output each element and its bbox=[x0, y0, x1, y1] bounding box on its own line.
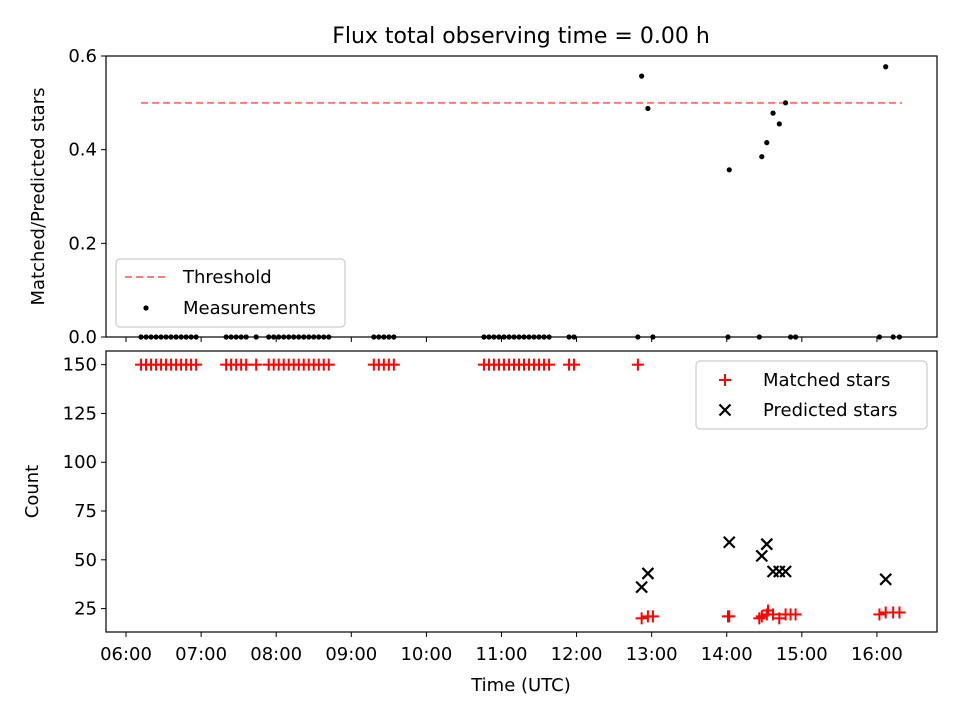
x-tick-label: 07:00 bbox=[175, 644, 227, 665]
matched-stars-point bbox=[568, 358, 581, 371]
matched-stars-legend-swatch bbox=[719, 374, 731, 386]
ratio-panel-ticks: 0.0 0.2 0.4 0.6 bbox=[68, 46, 878, 348]
matched-stars-point bbox=[773, 612, 786, 625]
count-panel-frame bbox=[105, 350, 938, 633]
matched-stars-legend-label: Matched stars bbox=[763, 370, 890, 391]
x-marker-b bbox=[779, 565, 792, 578]
ratio-panel-frame bbox=[105, 55, 938, 338]
measurement-point bbox=[776, 121, 782, 127]
ratio-y-tick-label: 0.2 bbox=[68, 233, 97, 254]
predicted-stars-legend-label: Predicted stars bbox=[763, 400, 897, 421]
matched-stars-point bbox=[753, 612, 766, 625]
ratio-y-tick-label: 0.6 bbox=[68, 46, 97, 67]
matched-stars-point bbox=[755, 610, 768, 623]
matched-stars-point bbox=[631, 358, 644, 371]
measurement-point bbox=[759, 154, 765, 160]
ratio-y-tick-label: 0.4 bbox=[68, 140, 97, 161]
predicted-stars-point bbox=[722, 535, 736, 549]
figure-title: Flux total observing time = 0.00 h bbox=[332, 24, 710, 49]
measurements-legend-label: Measurements bbox=[183, 298, 316, 319]
ratio-y-tick-label: 0.0 bbox=[68, 327, 97, 348]
count-legend: Matched stars Predicted stars bbox=[695, 360, 928, 430]
x-marker-b bbox=[641, 567, 655, 580]
matched-stars-point bbox=[723, 610, 736, 623]
predicted-stars-point bbox=[879, 573, 892, 586]
count-y-tick-label: 150 bbox=[63, 355, 97, 376]
x-axis-label: Time (UTC) bbox=[470, 675, 571, 696]
matched-stars-point bbox=[635, 612, 648, 625]
x-marker-b bbox=[722, 535, 736, 549]
x-marker-b bbox=[755, 549, 769, 563]
count-legend-box bbox=[695, 360, 928, 430]
count-y-axis-label: Count bbox=[22, 465, 43, 518]
matched-stars-point bbox=[646, 610, 659, 623]
matched-stars-point bbox=[250, 358, 263, 371]
count-y-tick-label: 50 bbox=[74, 550, 97, 571]
count-panel-ticks: 25 50 75 100 125 150 06:00 07:00 08:00 09:00 10:00… bbox=[63, 355, 903, 665]
matched-stars-point bbox=[873, 608, 886, 621]
measurement-point bbox=[639, 73, 645, 79]
ratio-y-axis-label: Matched/Predicted stars bbox=[28, 88, 49, 306]
count-series bbox=[135, 358, 906, 625]
measurement-point bbox=[883, 64, 889, 70]
measurement-point bbox=[770, 110, 776, 116]
predicted-stars-legend-marker bbox=[718, 403, 732, 417]
x-marker-b bbox=[879, 573, 892, 586]
matched-stars-point bbox=[543, 358, 556, 371]
x-tick-label: 10:00 bbox=[400, 644, 452, 665]
ratio-panel: 0.0 0.2 0.4 0.6 Matched/Predicted stars Thr… bbox=[28, 46, 938, 348]
ratio-legend: Threshold Measurements bbox=[115, 258, 346, 328]
measurement-point bbox=[764, 140, 770, 146]
predicted-stars-point bbox=[779, 565, 792, 578]
predicted-stars-point bbox=[641, 567, 655, 580]
x-tick-label: 14:00 bbox=[701, 644, 753, 665]
count-y-tick-label: 100 bbox=[63, 452, 97, 473]
x-tick-label: 16:00 bbox=[851, 644, 903, 665]
count-panel: 25 50 75 100 125 150 06:00 07:00 08:00 09:00 10:00… bbox=[22, 350, 938, 665]
predicted-stars-point bbox=[635, 580, 648, 594]
matched-stars-point bbox=[322, 358, 335, 371]
matched-stars-point bbox=[767, 608, 780, 621]
predicted-stars-legend-swatch bbox=[718, 403, 732, 417]
x-marker-b bbox=[718, 403, 732, 417]
count-y-tick-label: 125 bbox=[63, 403, 97, 424]
x-tick-label: 15:00 bbox=[776, 644, 828, 665]
predicted-stars-point bbox=[760, 537, 774, 551]
measurements-legend-swatch bbox=[143, 305, 149, 311]
matched-stars-point bbox=[789, 608, 802, 621]
x-tick-label: 11:00 bbox=[476, 644, 528, 665]
ratio-legend-box bbox=[115, 258, 346, 328]
x-tick-label: 08:00 bbox=[250, 644, 302, 665]
measurement-point bbox=[782, 100, 789, 106]
measurement-point bbox=[645, 105, 651, 112]
count-y-tick-label: 25 bbox=[74, 599, 97, 620]
matched-stars-point bbox=[893, 606, 906, 619]
matched-stars-legend-marker bbox=[719, 374, 731, 386]
x-marker-b bbox=[760, 537, 774, 551]
matched-stars-point bbox=[190, 358, 203, 371]
predicted-stars-point bbox=[755, 549, 769, 563]
x-tick-label: 06:00 bbox=[100, 644, 152, 665]
x-tick-label: 09:00 bbox=[325, 644, 377, 665]
x-tick-label: 13:00 bbox=[626, 644, 678, 665]
x-marker-b bbox=[635, 580, 648, 594]
matched-stars-point bbox=[387, 358, 400, 371]
threshold-legend-label: Threshold bbox=[182, 267, 272, 288]
matched-stars-point bbox=[240, 358, 253, 371]
x-tick-label: 12:00 bbox=[551, 644, 603, 665]
measurement-point bbox=[726, 167, 732, 173]
count-y-tick-label: 75 bbox=[74, 501, 97, 522]
